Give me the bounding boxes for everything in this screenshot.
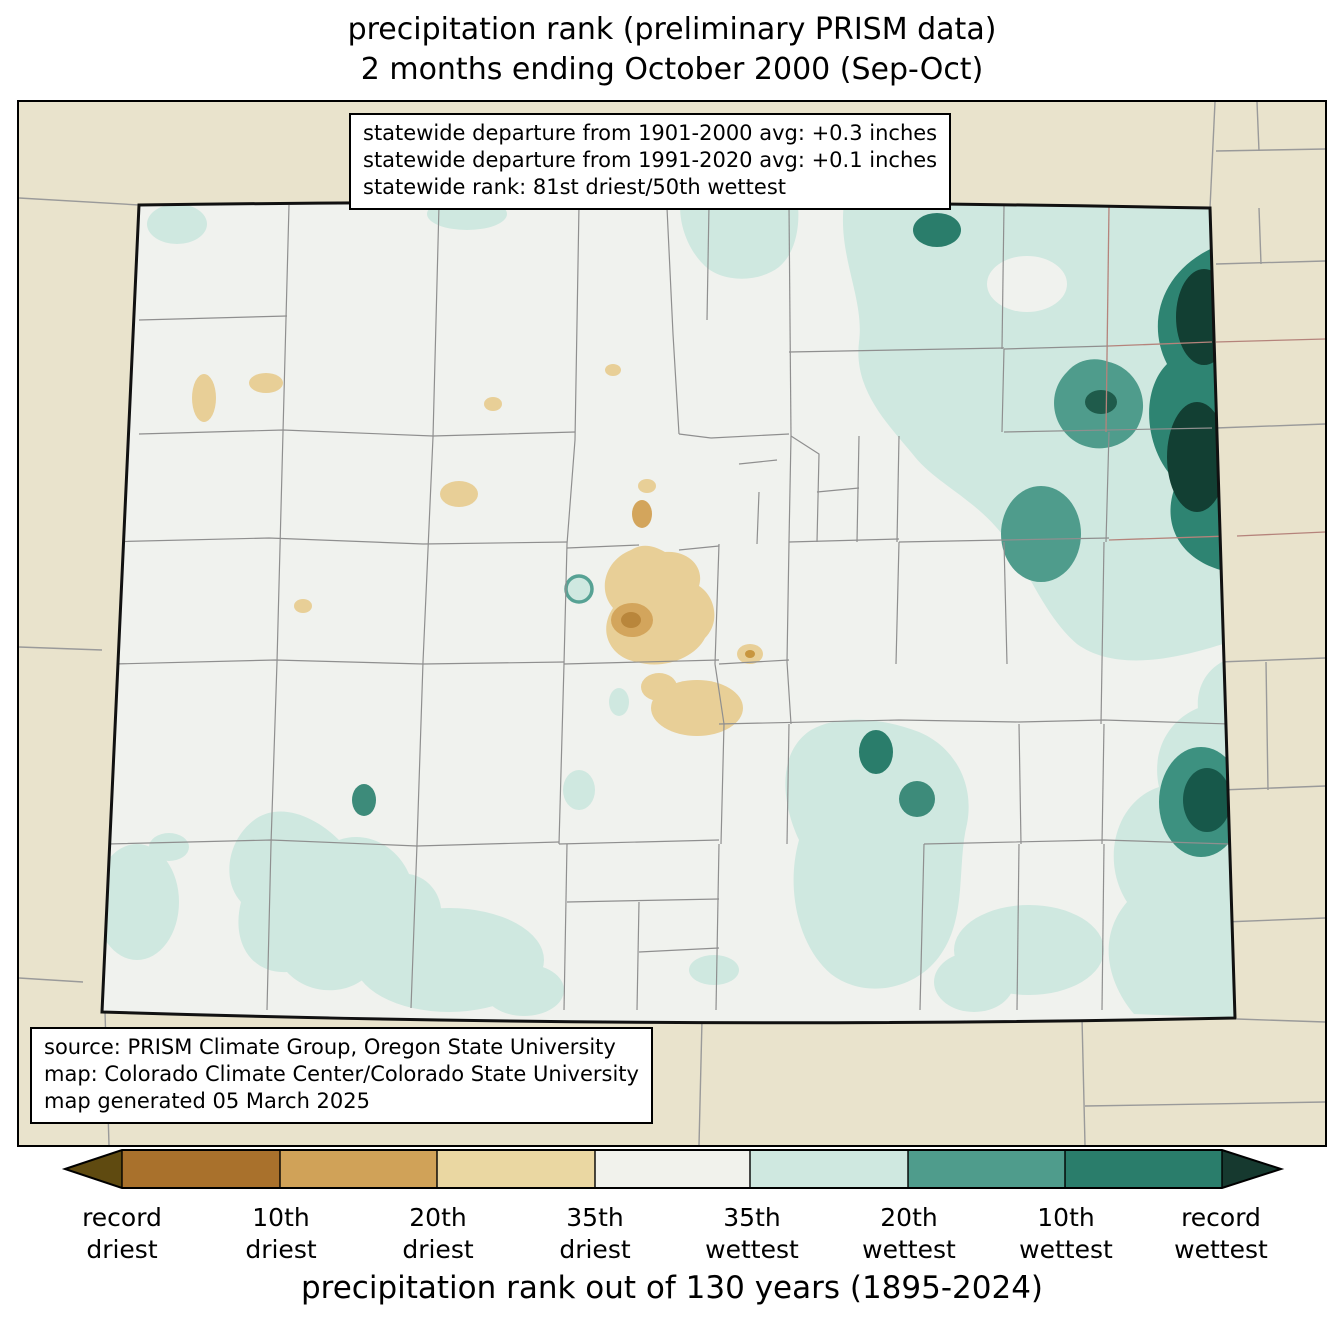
legend-label-35th-wettest: 35th wettest <box>705 1203 799 1264</box>
source-line-2: map: Colorado Climate Center/Colorado St… <box>44 1062 639 1086</box>
footer-title: precipitation rank out of 130 years (189… <box>300 1270 1044 1306</box>
legend-segment-10th-driest <box>122 1150 280 1188</box>
legend-arrow-record-wettest <box>1222 1150 1281 1188</box>
legend-outline <box>61 1149 1285 1189</box>
legend-label-record-driest: record driest <box>82 1203 162 1264</box>
neighbor-division-lines <box>1215 338 1325 537</box>
legend-arrow-record-driest <box>65 1150 122 1188</box>
legend-segment-20th-driest <box>280 1150 437 1188</box>
legend-label-10th-driest: 10th driest <box>245 1203 317 1264</box>
map-frame: statewide departure from 1901-2000 avg: … <box>17 100 1327 1147</box>
legend-segment-35th-wettest <box>750 1150 908 1188</box>
division-lines <box>1105 205 1230 541</box>
legend-label-10th-wettest: 10th wettest <box>1019 1203 1113 1264</box>
stats-line-2: statewide departure from 1991-2020 avg: … <box>363 148 938 172</box>
stats-line-1: statewide departure from 1901-2000 avg: … <box>363 121 938 145</box>
title-line-2: 2 months ending October 2000 (Sep-Oct) <box>360 52 984 87</box>
source-box: source: PRISM Climate Group, Oregon Stat… <box>30 1027 653 1124</box>
legend-segment-35th-driest <box>437 1150 595 1188</box>
legend-segment-20th-wettest <box>908 1150 1065 1188</box>
legend-dividers <box>121 1150 1223 1188</box>
colorado-precipitation-map <box>19 102 1325 1145</box>
precip-regions-wet <box>102 202 1235 1018</box>
stats-box: statewide departure from 1901-2000 avg: … <box>349 113 952 210</box>
county-lines <box>102 204 1230 1011</box>
title-line-1: precipitation rank (preliminary PRISM da… <box>347 12 997 47</box>
source-line-1: source: PRISM Climate Group, Oregon Stat… <box>44 1035 616 1059</box>
legend-label-35th-driest: 35th driest <box>559 1203 631 1264</box>
legend-segment-near-normal <box>595 1150 750 1188</box>
source-line-3: map generated 05 March 2025 <box>44 1089 371 1113</box>
stats-line-3: statewide rank: 81st driest/50th wettest <box>363 175 786 199</box>
legend-colorbar <box>61 1149 1285 1189</box>
neighbor-state-lines <box>19 102 1325 1145</box>
legend-label-20th-driest: 20th driest <box>402 1203 474 1264</box>
page-title: precipitation rank (preliminary PRISM da… <box>0 10 1344 90</box>
legend-label-record-wettest: record wettest <box>1174 1203 1268 1264</box>
legend-segment-10th-wettest <box>1065 1150 1222 1188</box>
legend-label-20th-wettest: 20th wettest <box>862 1203 956 1264</box>
